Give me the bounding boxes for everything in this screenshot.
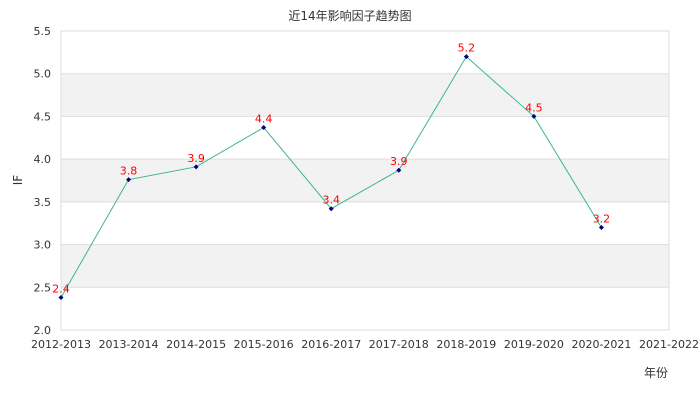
data-point-marker: [531, 113, 537, 119]
plot-band: [61, 159, 669, 202]
x-tick-label: 2016-2017: [301, 338, 361, 351]
plot-band: [61, 73, 669, 117]
y-axis-label: IF: [11, 175, 25, 186]
x-axis-ticks: 2012-2013 2013-2014 2014-2015 2015-2016 2016…: [31, 338, 699, 351]
data-point-marker: [58, 295, 64, 301]
data-point-marker: [598, 224, 604, 230]
data-value-label: 3.2: [593, 212, 611, 225]
data-value-label: 3.8: [120, 165, 138, 178]
x-tick-label: 2014-2015: [166, 338, 226, 351]
x-tick-label: 2013-2014: [99, 338, 159, 351]
plot-frame: [60, 30, 670, 331]
data-value-label: 2.4: [52, 283, 70, 296]
x-tick-label: 2012-2013: [31, 338, 91, 351]
y-tick-label: 3.5: [34, 196, 52, 209]
y-tick-label: 2.5: [34, 281, 52, 294]
data-point-marker: [328, 206, 334, 212]
y-tick-label: 5.5: [34, 25, 52, 38]
data-point-marker: [126, 177, 132, 183]
plot-bands: [61, 73, 669, 288]
chart-title: 近14年影响因子趋势图: [288, 8, 411, 23]
x-tick-label: 2015-2016: [234, 338, 294, 351]
data-point-marker: [463, 54, 469, 60]
data-value-label: 3.9: [390, 155, 408, 168]
grid-lines: [61, 30, 669, 331]
data-labels: 2.4 3.8 3.9 4.4 3.4 3.9 5.2 4.5 3.2: [52, 42, 610, 296]
data-value-label: 3.4: [322, 194, 340, 207]
data-value-label: 3.9: [187, 152, 205, 165]
data-point-marker: [193, 164, 199, 170]
data-point-marker: [261, 125, 267, 131]
data-value-label: 5.2: [458, 42, 476, 55]
data-value-label: 4.5: [525, 101, 543, 114]
plot-band: [61, 244, 669, 288]
y-tick-label: 2.0: [34, 324, 52, 337]
y-tick-label: 4.5: [34, 110, 52, 123]
y-tick-label: 5.0: [34, 68, 52, 81]
y-tick-label: 4.0: [34, 153, 52, 166]
x-tick-label: 2017-2018: [369, 338, 429, 351]
x-tick-label: 2021-2022: [639, 338, 699, 351]
data-point-marker: [396, 167, 402, 173]
data-value-label: 4.4: [255, 113, 273, 126]
data-markers: [58, 54, 604, 301]
y-axis-ticks: 2.0 2.5 3.0 3.5 4.0 4.5 5.0 5.5: [34, 25, 52, 337]
y-tick-label: 3.0: [34, 239, 52, 252]
x-tick-label: 2019-2020: [504, 338, 564, 351]
x-axis-label: 年份: [644, 366, 668, 380]
x-tick-label: 2020-2021: [571, 338, 631, 351]
x-tick-label: 2018-2019: [436, 338, 496, 351]
